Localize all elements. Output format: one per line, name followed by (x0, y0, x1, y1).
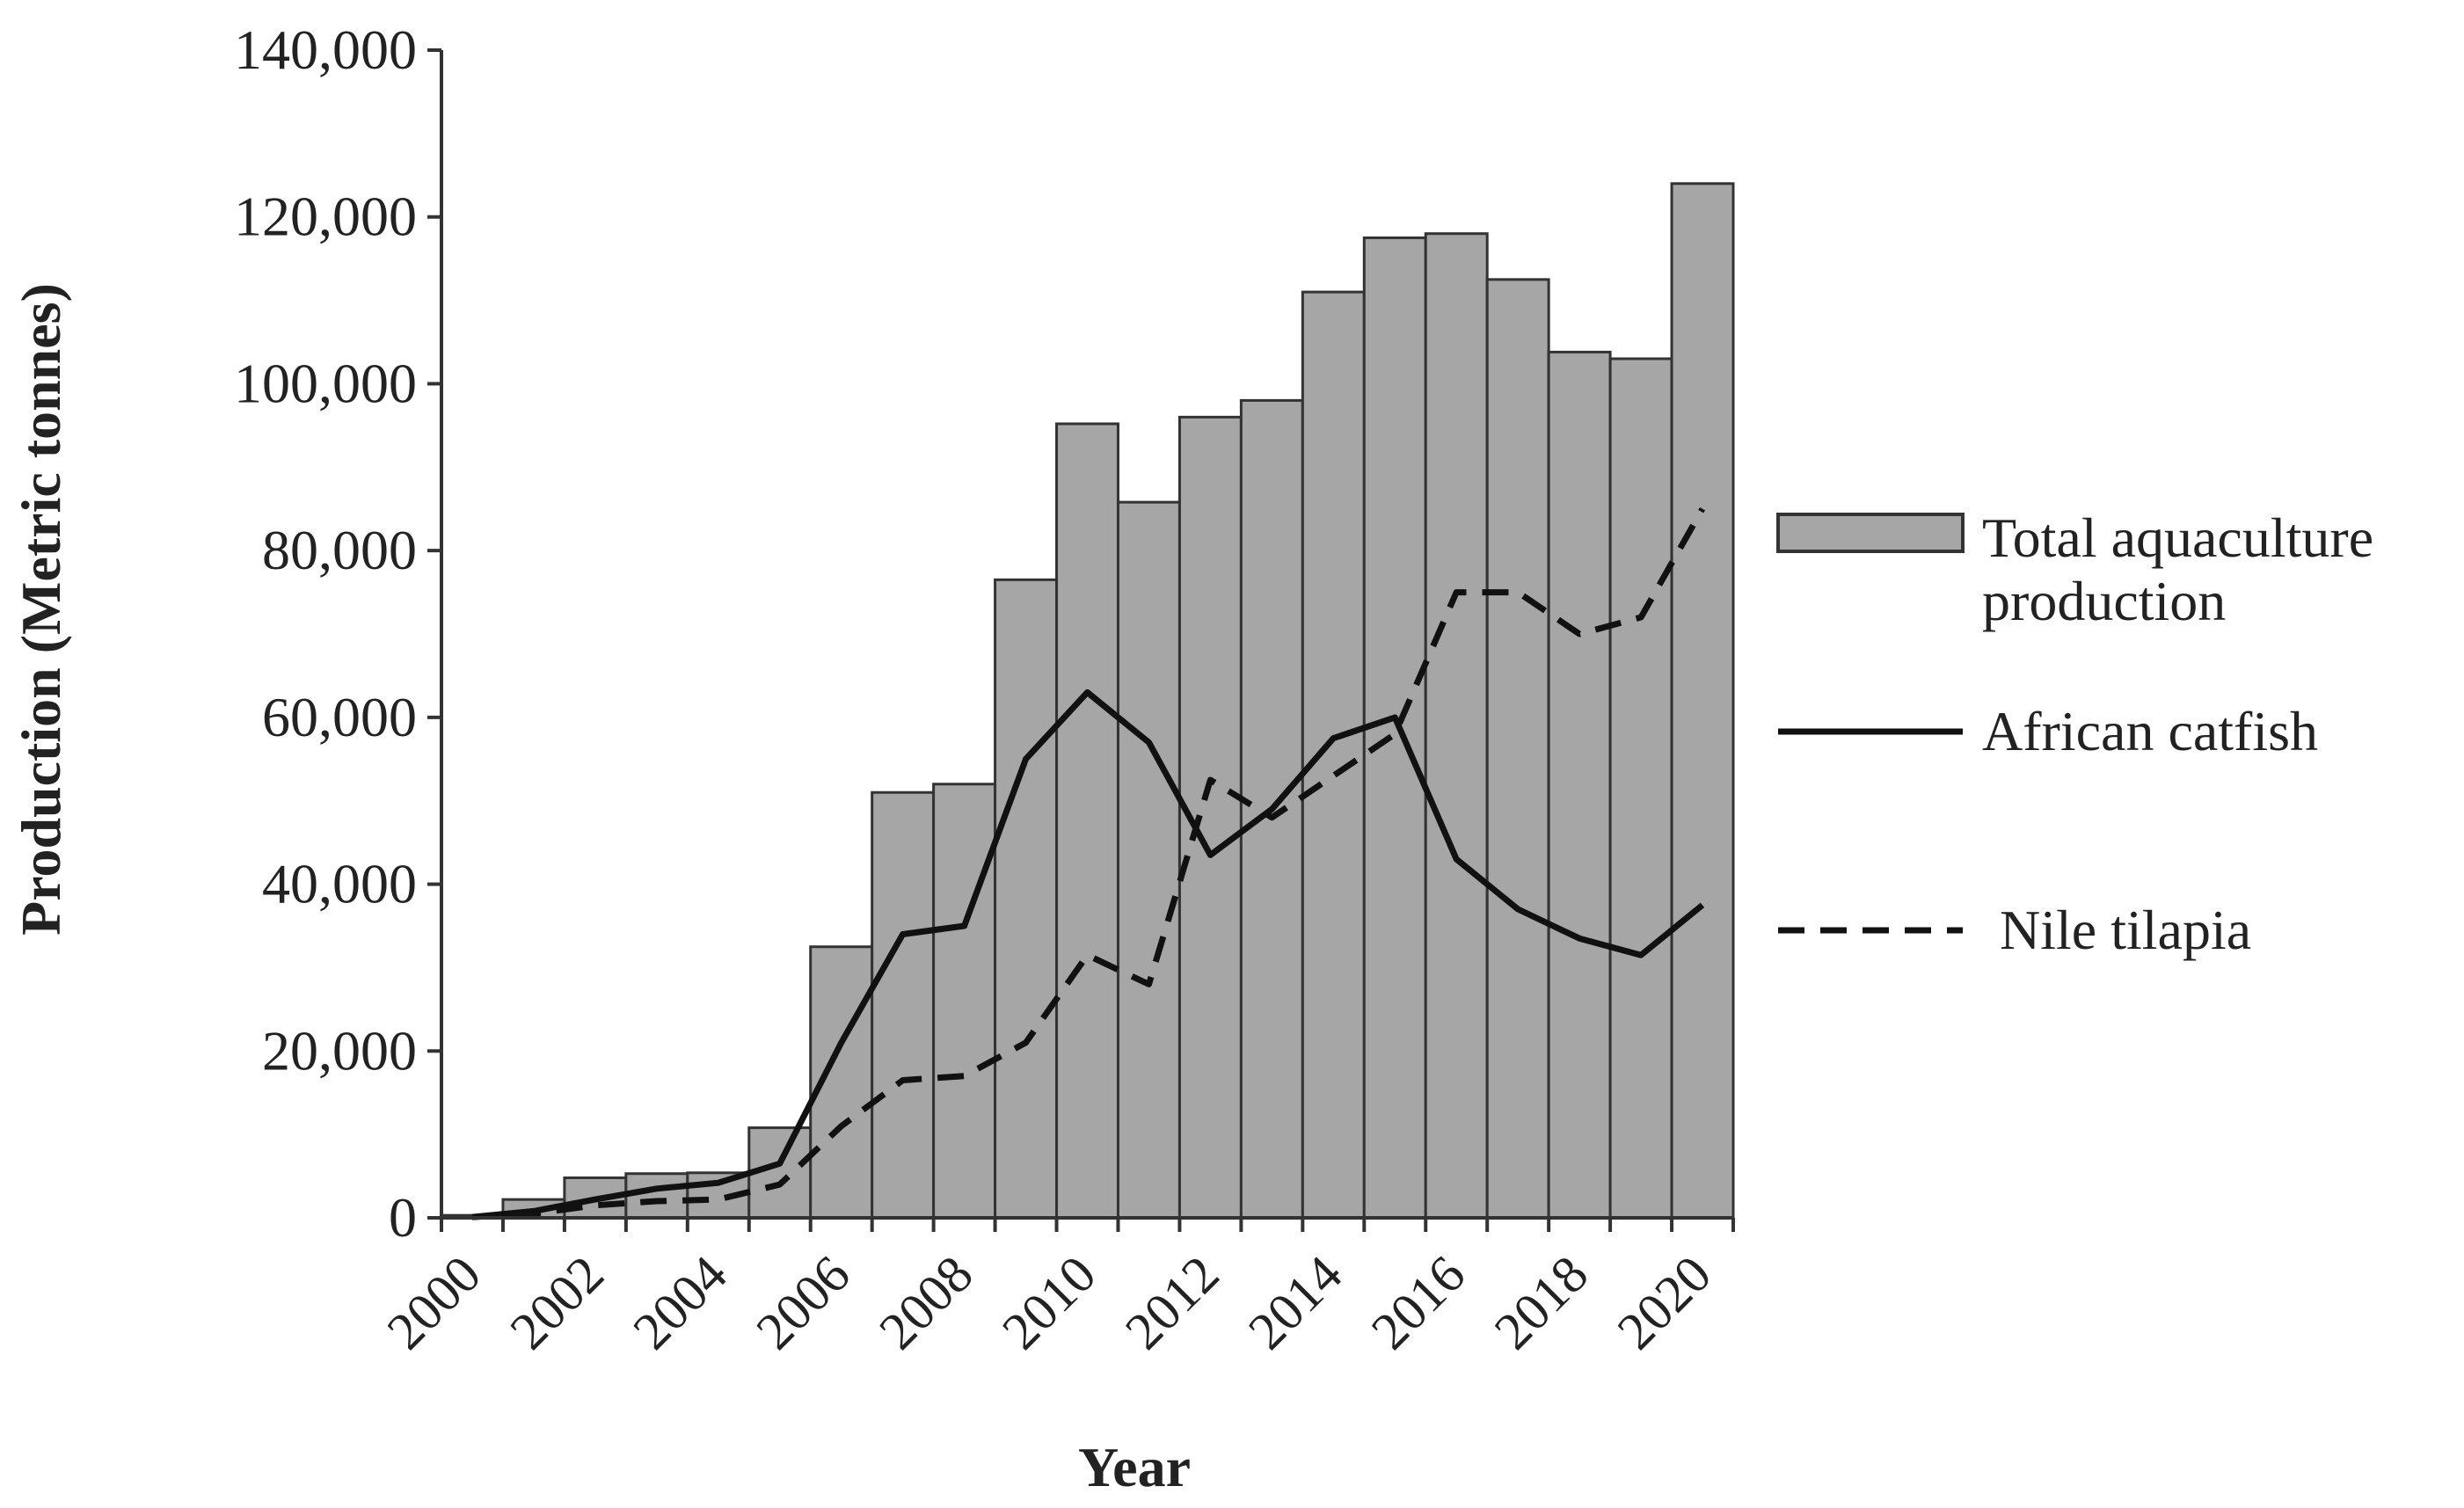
x-tick-label: 2012 (1114, 1245, 1230, 1361)
y-tick-label: 60,000 (262, 686, 417, 748)
bar-2018 (1547, 350, 1612, 1220)
x-tick-label: 2010 (991, 1245, 1107, 1361)
bar-2016 (1424, 232, 1489, 1220)
x-tick-label: 2018 (1484, 1245, 1600, 1361)
legend-label-african-catfish: African catfish (1982, 700, 2318, 762)
bar-2020 (1670, 182, 1735, 1220)
bar-2007 (871, 790, 936, 1220)
bar-2010 (1055, 422, 1119, 1220)
y-tick-label: 80,000 (262, 519, 417, 581)
x-tick-label: 2020 (1607, 1245, 1723, 1361)
x-tick-label: 2014 (1237, 1245, 1353, 1361)
x-tick-label: 2008 (868, 1245, 984, 1361)
y-axis-ticks: 0 20,000 40,000 60,000 80,000 100,000 120,000 1… (234, 18, 441, 1249)
bar-series-total-aquaculture (440, 182, 1735, 1220)
bar-2008 (932, 783, 997, 1220)
bar-2003 (624, 1172, 689, 1220)
x-tick-label: 2006 (745, 1245, 861, 1361)
x-tick-label: 2004 (622, 1245, 738, 1361)
y-axis-title: Production (Metric tonnes) (10, 283, 72, 936)
bar-2017 (1485, 278, 1550, 1220)
y-tick-label: 120,000 (234, 186, 417, 248)
y-tick-label: 100,000 (234, 352, 417, 414)
y-tick-label: 0 (389, 1186, 417, 1249)
legend: Total aquaculture production African catf… (1776, 506, 2373, 961)
legend-swatch-total-aquaculture (1776, 513, 1965, 553)
x-axis-ticks: 2000 2002 2004 2006 2008 2010 2012 2014 2016 2018… (376, 1218, 1735, 1361)
axes (440, 50, 1733, 1220)
x-tick-label: 2016 (1360, 1245, 1476, 1361)
y-tick-label: 40,000 (262, 853, 417, 915)
y-tick-label: 20,000 (262, 1019, 417, 1082)
bar-2019 (1608, 357, 1673, 1220)
legend-label-total-aquaculture: Total aquaculture production (1982, 506, 2373, 632)
bar-2011 (1116, 500, 1181, 1220)
x-tick-label: 2000 (376, 1245, 492, 1361)
bar-2009 (994, 578, 1059, 1220)
line-nile-tilapia (471, 506, 1706, 1220)
legend-label-nile-tilapia: Nile tilapia (2000, 899, 2251, 961)
y-tick-label: 140,000 (234, 18, 417, 81)
line-series-layer (471, 506, 1706, 1220)
bar-2014 (1301, 290, 1366, 1220)
x-axis-title: Year (1078, 1436, 1191, 1498)
bar-2015 (1362, 236, 1427, 1220)
line-african-catfish (471, 688, 1705, 1220)
x-tick-label: 2002 (499, 1245, 616, 1361)
